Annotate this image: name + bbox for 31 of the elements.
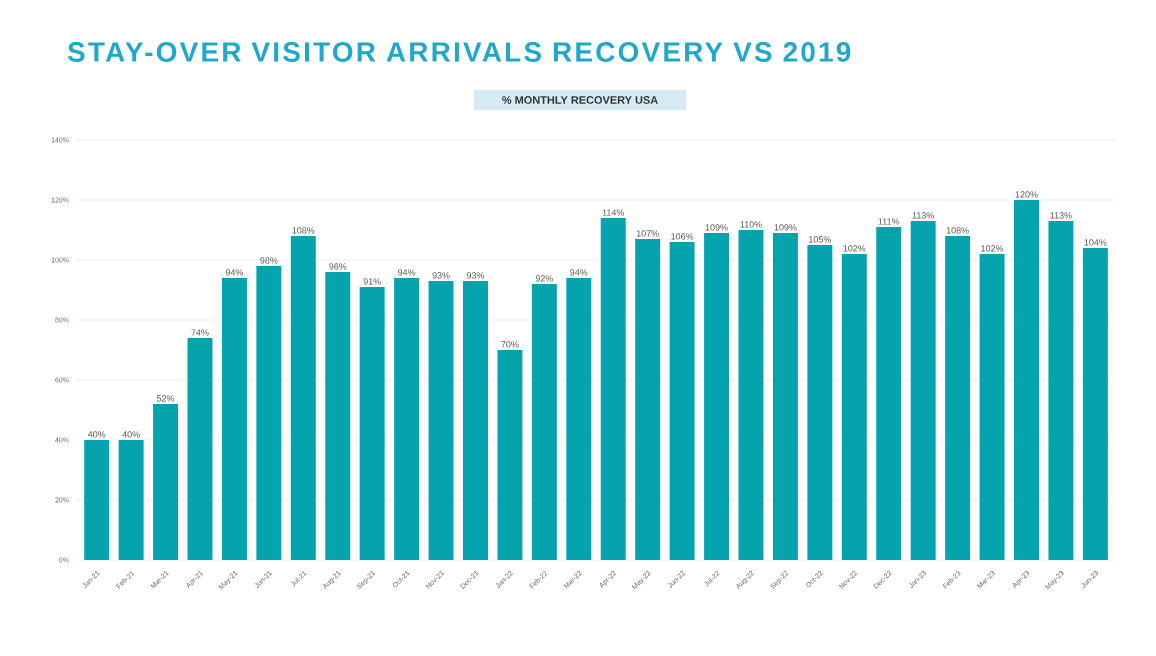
bar (600, 218, 626, 560)
bar (635, 239, 661, 560)
bar (497, 350, 523, 560)
bar (394, 278, 420, 560)
bar (290, 236, 316, 560)
bar (256, 266, 282, 560)
bar (738, 230, 764, 560)
bar (979, 254, 1005, 560)
bar (187, 338, 213, 560)
bar (841, 254, 867, 560)
bar (566, 278, 592, 560)
bar (807, 245, 833, 560)
bar (221, 278, 247, 560)
bar (669, 242, 695, 560)
bar (772, 233, 798, 560)
bar (428, 281, 454, 560)
bar (1014, 200, 1039, 560)
bar (531, 284, 557, 560)
bar (704, 233, 730, 560)
bar (876, 227, 902, 560)
bar (463, 281, 488, 560)
bar (1082, 248, 1108, 560)
bar (118, 440, 144, 560)
bar (84, 440, 110, 560)
bar (153, 404, 179, 560)
bar (945, 236, 971, 560)
bar (325, 272, 351, 560)
bar (359, 287, 385, 560)
chart-title: STAY-OVER VISITOR ARRIVALS RECOVERY VS 2019 (67, 42, 851, 62)
bar (1048, 221, 1074, 560)
bar (910, 221, 936, 560)
